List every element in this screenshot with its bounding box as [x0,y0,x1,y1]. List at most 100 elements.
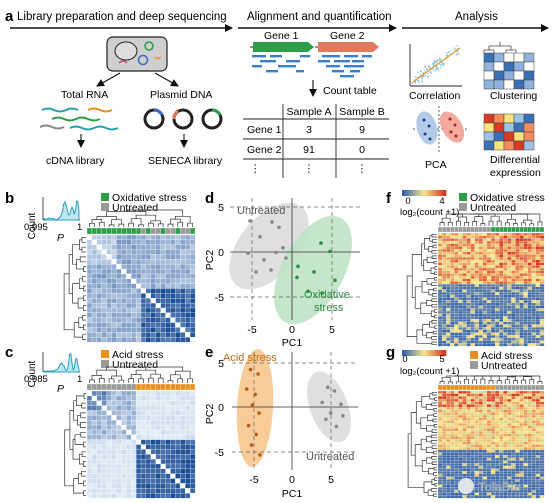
heatmap-cell [499,273,504,277]
heatmap-cell [441,401,447,405]
heatmap-cell [437,305,443,309]
heatmap-cell [145,239,152,246]
heatmap-cell [499,300,504,304]
heatmap-cell [462,310,467,315]
heatmap-cell [494,259,500,263]
heatmap-cell [478,406,484,411]
heatmap-cell [441,327,447,331]
heatmap-cell [531,286,537,290]
heatmap-cell [441,243,447,247]
heatmap-cell [131,449,137,455]
heatmap-cell [499,495,504,499]
heatmap-cell [458,495,463,499]
heatmap-cell [145,405,152,411]
heatmap-cell [106,278,112,284]
heatmap-cell [503,417,508,421]
heatmap-cell [96,410,103,416]
heatmap-cell [494,340,500,344]
heatmap-cell [175,322,181,328]
heatmap-cell [486,412,492,416]
heatmap-cell [535,401,541,405]
heatmap-cell [185,259,191,265]
heatmap-cell [150,307,157,314]
heatmap-cell [450,294,455,298]
correlation-point [419,70,422,72]
dendrogram-branch [434,309,437,313]
heatmap-cell [519,270,524,274]
heatmap-cell [515,436,520,440]
dendrogram-branch [431,336,437,340]
heatmap-cell [116,336,122,343]
heatmap-cell [189,424,196,431]
heatmap-cell [437,324,443,328]
heatmap-cell [478,409,484,413]
heatmap-cell [527,300,533,304]
heatmap-cell [450,414,455,419]
heatmap-cell [535,319,541,323]
heatmap-cell [519,262,524,266]
heatmap-cell [175,307,181,314]
hist-b-tick: 1 [77,222,82,233]
heatmap-cell [86,449,93,455]
sample-strip-cell [527,384,532,391]
heatmap-cell [189,327,196,333]
heatmap-cell [140,420,147,426]
heatmap-cell [165,293,171,299]
heatmap-cell [478,259,484,263]
heatmap-cell [160,249,166,255]
heatmap-cell [519,417,524,421]
heatmap-cell [170,424,176,431]
heatmap-cell [446,335,451,339]
heatmap-cell [482,289,488,293]
heatmap-cell [478,332,484,336]
heatmap-cell [511,265,516,269]
heatmap-cell [446,495,451,499]
heatmap-cell [466,289,471,293]
heatmap-cell [180,327,186,333]
heatmap-cell [160,283,166,289]
table-cell: ⋮ [304,163,315,175]
heatmap-cell [486,267,492,271]
heatmap-cell [523,294,528,298]
heatmap-cell [503,337,508,341]
heatmap-cell [441,441,447,445]
heatmap-cell [470,286,475,290]
heatmap-cell [441,484,447,488]
heatmap-cell [441,275,447,280]
heatmap-cell [531,249,537,253]
heatmap-cell [437,439,443,443]
heatmap-cell [101,278,107,284]
heatmap-cell [494,254,500,258]
heatmap-cell [462,471,467,475]
heatmap-cell [519,313,524,317]
heatmap-cell [519,337,524,341]
heatmap-cell [450,463,455,467]
heatmap-cell [515,240,520,245]
heatmap-cell [91,336,98,343]
heatmap-cell [101,492,107,499]
scale-segment [435,190,438,196]
heatmap-cell [160,268,166,275]
heatmap-cell [458,246,463,250]
heatmap-cell [450,431,455,435]
heatmap-cell [86,410,93,416]
heatmap-cell [466,275,471,280]
heatmap-cell [462,286,467,290]
heatmap-cell [458,232,463,236]
heatmap-cell [170,488,176,494]
heatmap-cell [482,284,488,288]
heatmap-cell [135,288,142,294]
heatmap-cell [437,313,443,317]
heatmap-cell [446,447,451,451]
heatmap-cell [482,327,488,331]
heatmap-cell [126,336,132,343]
scatter-point [274,250,278,255]
heatmap-cell [454,340,459,344]
heatmap-cell [470,319,475,323]
heatmap-cell [535,409,541,413]
heatmap-cell [437,412,443,416]
heatmap-cell [450,396,455,400]
heatmap-cell [121,400,127,406]
scatter-point [256,372,260,376]
heatmap-cell [189,302,196,309]
